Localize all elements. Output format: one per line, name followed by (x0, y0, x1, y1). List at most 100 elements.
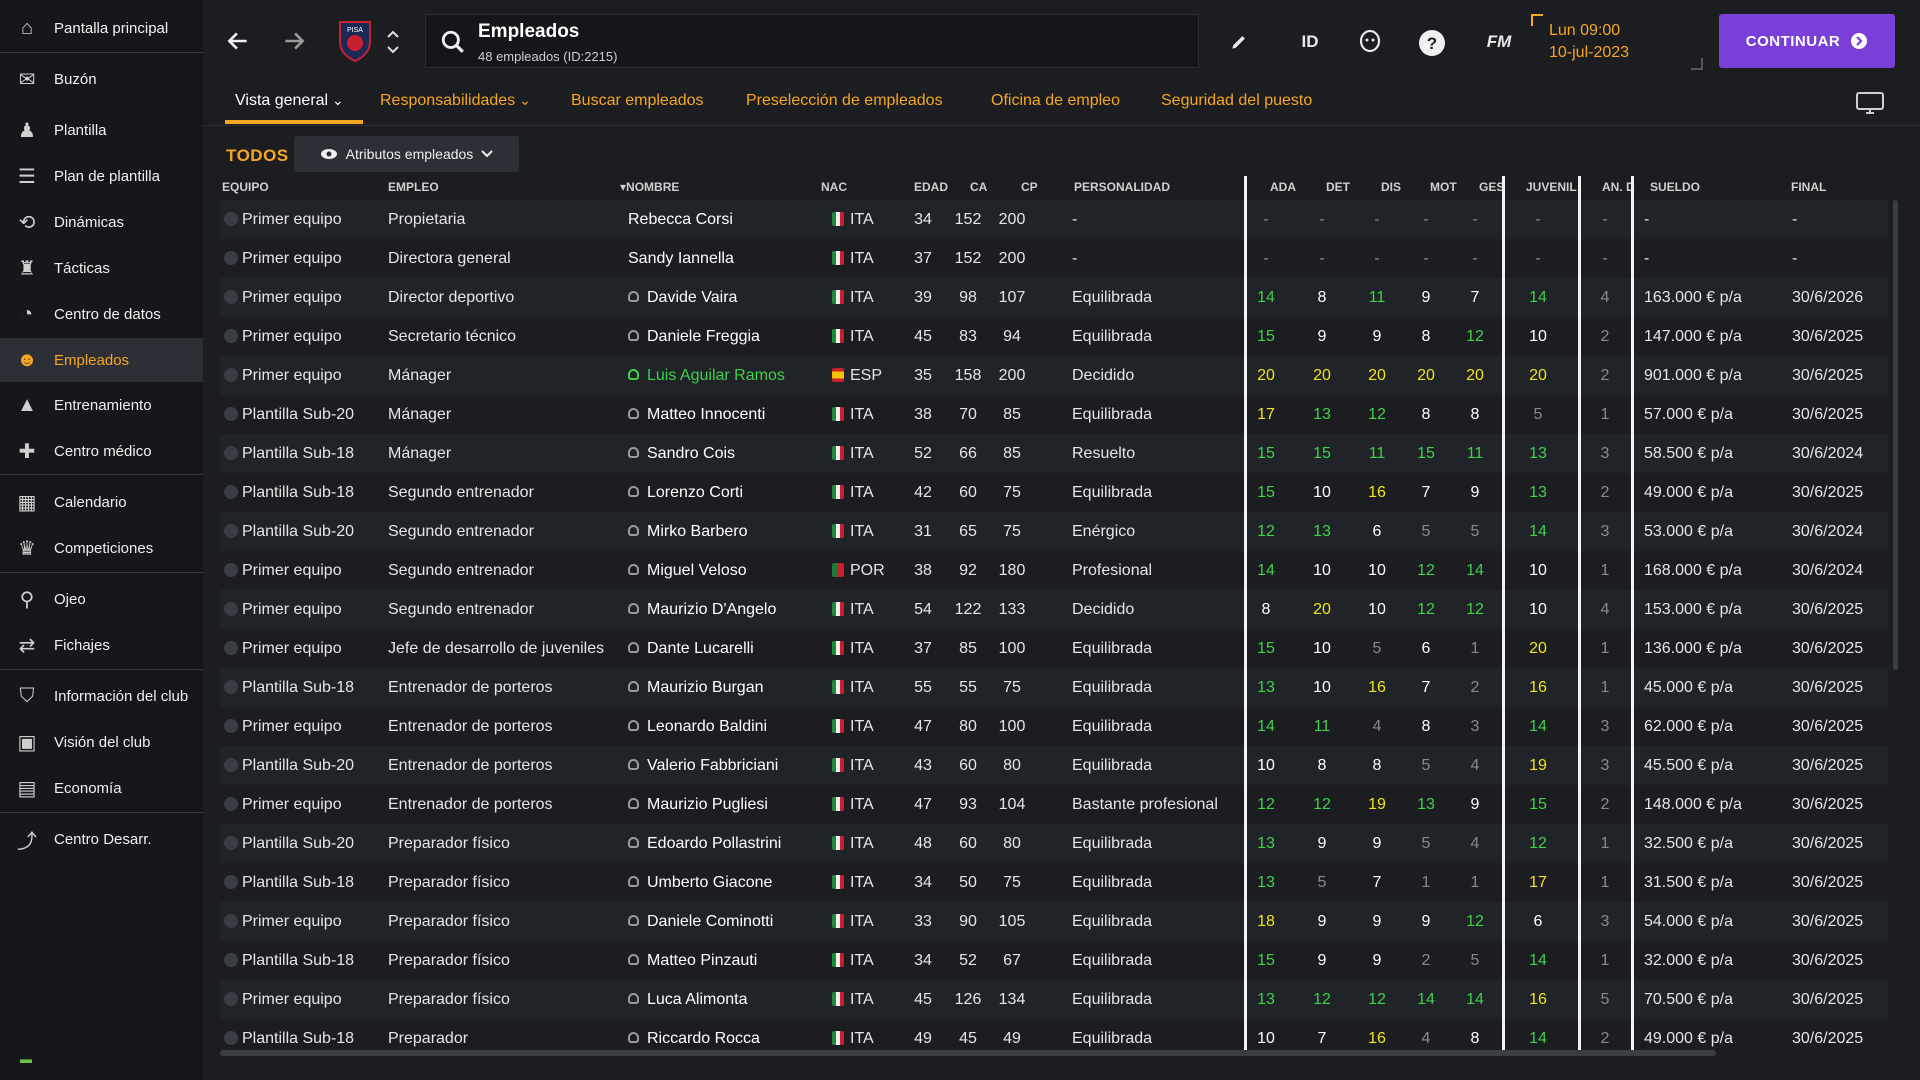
table-row[interactable]: Primer equipo Directora general Sandy Iann… (220, 239, 1888, 278)
row-select-radio[interactable] (224, 446, 238, 460)
table-row[interactable]: Primer equipo Entrenador de porteros Mauri… (220, 785, 1888, 824)
sidebar-item-competiciones[interactable]: ♛ Competiciones (0, 526, 203, 570)
column-header-pers[interactable]: PERSONALIDAD (1074, 180, 1170, 194)
sidebar-item-fichajes[interactable]: ⇄ Fichajes (0, 623, 203, 667)
column-header-ca[interactable]: CA (970, 180, 987, 194)
row-select-radio[interactable] (224, 485, 238, 499)
cell-nombre[interactable]: Maurizio D'Angelo (628, 601, 776, 619)
tab-responsabilidades[interactable]: Responsabilidades ⌄ (380, 92, 531, 110)
cell-nombre[interactable]: Daniele Freggia (628, 328, 760, 346)
row-select-radio[interactable] (224, 212, 238, 226)
cell-nombre[interactable]: Davide Vaira (628, 289, 737, 307)
cell-nombre[interactable]: Sandy Iannella (628, 250, 734, 268)
table-row[interactable]: Primer equipo Mánager Luis Aguilar Ramos ES… (220, 356, 1888, 395)
column-header-ges[interactable]: GES (1479, 180, 1504, 194)
row-select-radio[interactable] (224, 719, 238, 733)
tab-vista-general[interactable]: Vista general ⌄ (235, 92, 344, 110)
sidebar-item-plan-plantilla[interactable]: ☰ Plan de plantilla (0, 154, 203, 198)
row-select-radio[interactable] (224, 329, 238, 343)
cell-nombre[interactable]: Umberto Giacone (628, 874, 772, 892)
search-box[interactable]: Empleados 48 empleados (ID:2215) (425, 14, 1199, 68)
row-select-radio[interactable] (224, 680, 238, 694)
fm-menu-button[interactable]: FM (1486, 32, 1512, 51)
row-select-radio[interactable] (224, 992, 238, 1006)
row-select-radio[interactable] (224, 875, 238, 889)
sidebar-item-calendario[interactable]: ▦ Calendario (0, 480, 203, 524)
cell-nombre[interactable]: Matteo Pinzauti (628, 952, 757, 970)
row-select-radio[interactable] (224, 1031, 238, 1045)
sidebar-item-info-club[interactable]: ⛉ Información del club (0, 674, 203, 718)
column-header-sueldo[interactable]: SUELDO (1650, 180, 1700, 194)
continue-button[interactable]: CONTINUAR (1719, 14, 1895, 68)
sidebar-item-entrenamiento[interactable]: ▲ Entrenamiento (0, 383, 203, 427)
row-select-radio[interactable] (224, 290, 238, 304)
table-row[interactable]: Primer equipo Secretario técnico Daniele F… (220, 317, 1888, 356)
horizontal-scrollbar[interactable] (220, 1050, 1716, 1056)
table-row[interactable]: Plantilla Sub-18 Preparador físico Matteo … (220, 941, 1888, 980)
cell-nombre[interactable]: Miguel Veloso (628, 562, 747, 580)
table-row[interactable]: Plantilla Sub-18 Segundo entrenador Lorenz… (220, 473, 1888, 512)
table-row[interactable]: Primer equipo Propietaria Rebecca Corsi ITA… (220, 200, 1888, 239)
user-face-button[interactable] (1353, 26, 1387, 58)
sidebar-item-centro-datos[interactable]: ◔ Centro de datos (0, 292, 203, 336)
cell-nombre[interactable]: Matteo Innocenti (628, 406, 765, 424)
game-date-time[interactable]: Lun 09:00 10-jul-2023 (1549, 20, 1629, 64)
cell-nombre[interactable]: Rebecca Corsi (628, 211, 733, 229)
tab-oficina-de-empleo[interactable]: Oficina de empleo (991, 92, 1120, 110)
back-button[interactable] (223, 26, 253, 56)
cell-nombre[interactable]: Mirko Barbero (628, 523, 747, 541)
column-header-edad[interactable]: EDAD (914, 180, 948, 194)
club-switch-chevrons[interactable] (383, 24, 403, 60)
column-header-nac[interactable]: NAC (821, 180, 847, 194)
sidebar-item-empleados[interactable]: ☻ Empleados (0, 338, 203, 382)
row-select-radio[interactable] (224, 251, 238, 265)
cell-nombre[interactable]: Daniele Cominotti (628, 913, 773, 931)
cell-nombre[interactable]: Valerio Fabbriciani (628, 757, 778, 775)
tab-seguridad-del-puesto[interactable]: Seguridad del puesto (1161, 92, 1312, 110)
cell-nombre[interactable]: Luis Aguilar Ramos (628, 367, 785, 385)
table-row[interactable]: Primer equipo Jefe de desarrollo de juven… (220, 629, 1888, 668)
column-header-empleo[interactable]: EMPLEO (388, 180, 439, 194)
sidebar-item-tacticas[interactable]: ♜ Tácticas (0, 246, 203, 290)
view-selector[interactable]: Atributos empleados (294, 136, 519, 172)
table-row[interactable]: Plantilla Sub-18 Preparador Riccardo Rocca… (220, 1019, 1888, 1056)
table-row[interactable]: Primer equipo Entrenador de porteros Leona… (220, 707, 1888, 746)
vertical-scrollbar[interactable] (1893, 200, 1898, 670)
table-row[interactable]: Plantilla Sub-20 Mánager Matteo Innocenti I… (220, 395, 1888, 434)
column-header-ada[interactable]: ADA (1270, 180, 1296, 194)
sidebar-item-dinamicas[interactable]: ⟲ Dinámicas (0, 200, 203, 244)
edit-button[interactable] (1225, 28, 1253, 56)
table-row[interactable]: Primer equipo Segundo entrenador Maurizio … (220, 590, 1888, 629)
column-header-mot[interactable]: MOT (1430, 180, 1457, 194)
cell-nombre[interactable]: Luca Alimonta (628, 991, 748, 1009)
cell-nombre[interactable]: Sandro Cois (628, 445, 735, 463)
row-select-radio[interactable] (224, 563, 238, 577)
column-header-nombre[interactable]: ▾NOMBRE (620, 180, 679, 194)
column-header-cp[interactable]: CP (1021, 180, 1038, 194)
table-row[interactable]: Primer equipo Preparador físico Daniele Co… (220, 902, 1888, 941)
column-header-and[interactable]: AN. D (1602, 180, 1635, 194)
table-row[interactable]: Plantilla Sub-18 Mánager Sandro Cois ITA 52 6… (220, 434, 1888, 473)
row-select-radio[interactable] (224, 368, 238, 382)
cell-nombre[interactable]: Maurizio Pugliesi (628, 796, 768, 814)
table-row[interactable]: Plantilla Sub-20 Entrenador de porteros Va… (220, 746, 1888, 785)
column-header-det[interactable]: DET (1326, 180, 1350, 194)
sidebar-item-centro-medico[interactable]: ✚ Centro médico (0, 429, 203, 473)
club-badge[interactable]: PISA (335, 18, 375, 64)
column-header-final[interactable]: FINAL (1791, 180, 1826, 194)
row-select-radio[interactable] (224, 524, 238, 538)
tab-preselecci-n-de-empleados[interactable]: Preselección de empleados (746, 92, 943, 110)
column-header-equipo[interactable]: EQUIPO (222, 180, 269, 194)
table-row[interactable]: Plantilla Sub-18 Preparador físico Umberto… (220, 863, 1888, 902)
cell-nombre[interactable]: Maurizio Burgan (628, 679, 764, 697)
row-select-radio[interactable] (224, 836, 238, 850)
table-row[interactable]: Plantilla Sub-18 Entrenador de porteros Ma… (220, 668, 1888, 707)
row-select-radio[interactable] (224, 407, 238, 421)
tab-buscar-empleados[interactable]: Buscar empleados (571, 92, 704, 110)
sidebar-item-ojeo[interactable]: ⚲ Ojeo (0, 577, 203, 621)
cell-nombre[interactable]: Dante Lucarelli (628, 640, 754, 658)
sidebar-item-centro-desarr[interactable]: ⤴ Centro Desarr. (0, 817, 203, 861)
help-button[interactable]: ? (1417, 28, 1447, 58)
row-select-radio[interactable] (224, 797, 238, 811)
column-header-juv[interactable]: JUVENIL (1526, 180, 1577, 194)
